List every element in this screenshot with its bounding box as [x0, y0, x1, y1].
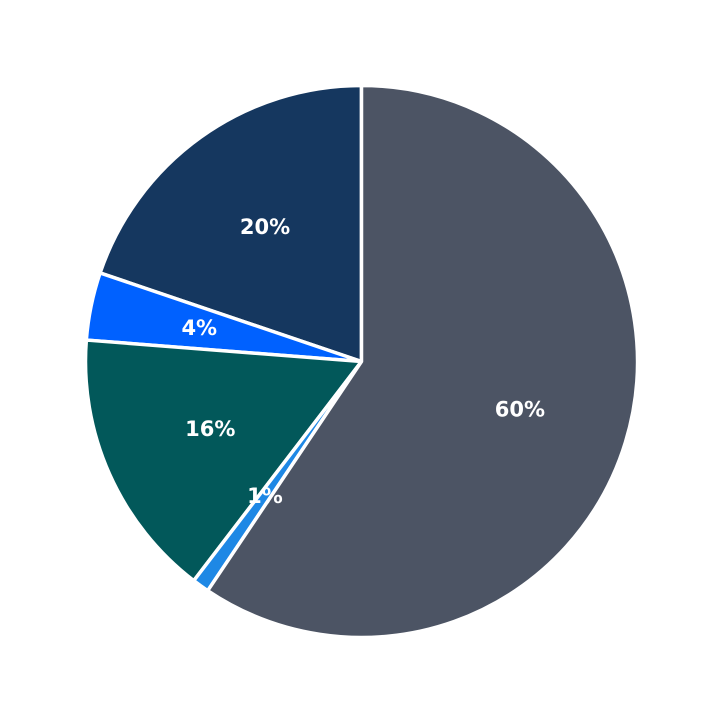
pie-slice-label-1: 4% [181, 316, 217, 340]
slices-layer [83, 83, 640, 640]
pie-slice-label-0: 20% [240, 215, 290, 239]
pie-slice-label-3: 1% [247, 484, 283, 508]
labels-layer: 20% 4% 16% 1% 60% [181, 215, 545, 508]
pie-slice-2 [83, 338, 364, 583]
pie-slice-4 [205, 83, 640, 640]
pie-slice-label-2: 16% [185, 417, 235, 441]
pie-slice-0 [98, 83, 364, 364]
pie-slice-label-4: 60% [495, 398, 545, 422]
